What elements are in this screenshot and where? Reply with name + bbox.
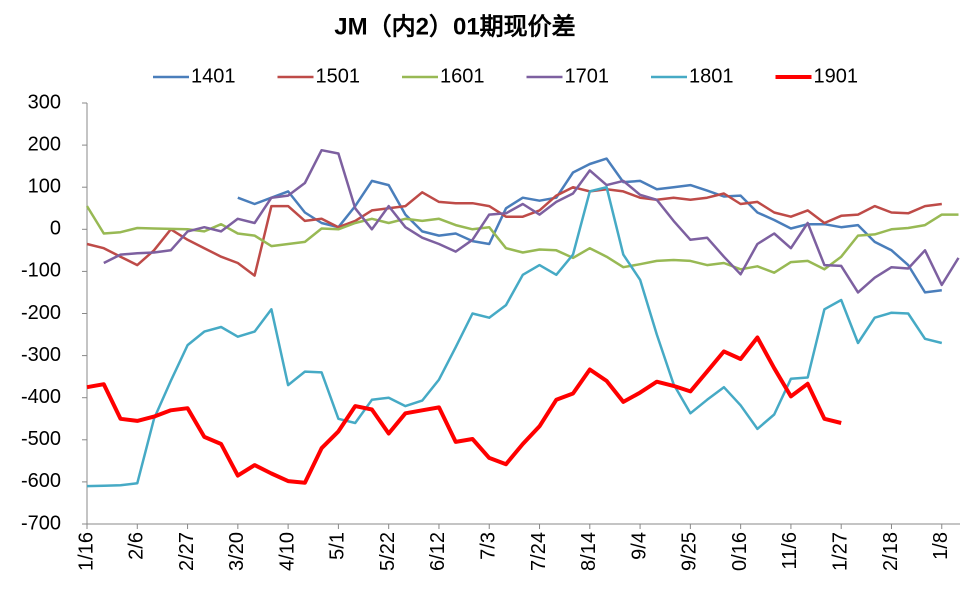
legend-label: 1701 xyxy=(565,65,610,87)
series-line xyxy=(86,185,942,277)
x-tick-label: 1/27 xyxy=(829,532,851,571)
x-tick-label: 5/1 xyxy=(327,532,349,560)
x-tick-label: 1/8 xyxy=(930,532,952,560)
x-tick-label: 6/12 xyxy=(427,532,449,571)
series-line xyxy=(85,205,959,274)
x-tick-label: 1/16 xyxy=(75,532,97,571)
y-tick-label: -600 xyxy=(21,470,61,492)
x-tick-label: 9/25 xyxy=(679,532,701,571)
x-tick-label: 7/3 xyxy=(478,532,500,560)
x-tick-label: 3/20 xyxy=(226,532,248,571)
x-tick-label: 2/27 xyxy=(176,532,198,571)
x-tick-label: 2/18 xyxy=(880,532,902,571)
y-tick-label: -700 xyxy=(21,512,61,534)
legend-label: 1601 xyxy=(440,65,485,87)
x-tick-label: 11/6 xyxy=(779,532,801,569)
series-line xyxy=(103,148,960,294)
x-tick-label: 8/14 xyxy=(578,532,600,571)
y-tick-label: -100 xyxy=(21,260,61,282)
x-tick-label: 4/10 xyxy=(276,532,298,571)
legend-label: 1401 xyxy=(191,65,236,87)
y-tick-label: -400 xyxy=(21,386,61,408)
x-tick-label: 7/24 xyxy=(528,532,550,571)
x-tick-label: 5/22 xyxy=(377,532,399,571)
y-tick-label: -300 xyxy=(21,344,61,366)
y-tick-label: 100 xyxy=(28,175,61,197)
legend-label: 1501 xyxy=(316,65,361,87)
y-tick-label: 0 xyxy=(50,218,61,240)
series-line xyxy=(86,185,943,488)
chart-title: JM（内2）01期现价差 xyxy=(334,12,575,40)
legend-label: 1901 xyxy=(814,65,859,87)
x-tick-label: 2/6 xyxy=(126,532,148,560)
x-tick-label: 9/4 xyxy=(628,532,650,560)
y-tick-label: -500 xyxy=(21,428,61,450)
y-tick-label: 300 xyxy=(28,91,61,113)
y-tick-label: 200 xyxy=(28,133,61,155)
x-tick-label: 0/16 xyxy=(729,532,751,571)
y-tick-label: -200 xyxy=(21,302,61,324)
legend-label: 1801 xyxy=(689,65,734,87)
series-line xyxy=(86,335,842,485)
